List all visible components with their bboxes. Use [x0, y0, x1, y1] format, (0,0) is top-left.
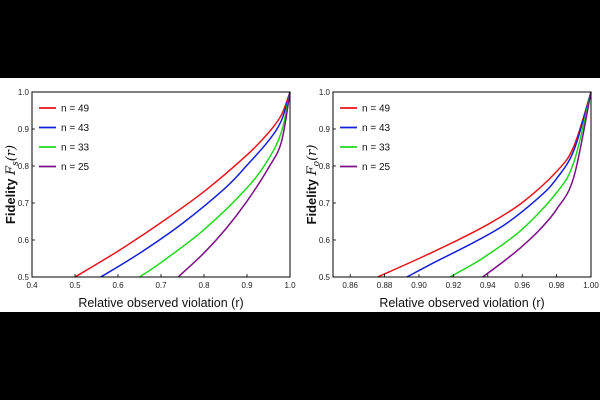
legend-label-left: n = 49 [61, 104, 90, 115]
y-tick-label-right: 1.0 [319, 88, 331, 97]
y-tick-label-left: 1.0 [18, 88, 30, 97]
y-tick-label-right: 0.5 [319, 273, 331, 282]
y-tick-label-right: 0.9 [319, 125, 331, 134]
x-tick-label-left: 0.9 [241, 281, 253, 290]
series-line-right-0 [377, 91, 592, 278]
y-tick-label-left: 0.9 [18, 125, 30, 134]
figure: 0.4 0.5 0.6 0.7 0.8 0.9 1.0 0.5 0.6 0.7 0.8 0.9 1.0 R… [0, 78, 600, 312]
y-tick-label-right: 0.7 [319, 199, 331, 208]
legend-label-left: n = 43 [61, 123, 90, 134]
series-line-left-1 [100, 91, 291, 278]
plot-frame-left [31, 91, 291, 278]
y-axis-label-right: Fidelity Fo(r) [304, 145, 322, 225]
plot-frame-right [332, 91, 592, 278]
x-tick-label-right: 1.00 [583, 281, 599, 290]
y-tick-label-right: 0.6 [319, 236, 331, 245]
x-tick-label-left: 0.4 [26, 281, 38, 290]
y-tick-label-left: 0.8 [18, 162, 30, 171]
legend-label-left: n = 33 [61, 143, 90, 154]
x-tick-label-right: 0.96 [514, 281, 530, 290]
x-tick-label-right: 0.92 [446, 281, 462, 290]
x-tick-label-left: 0.7 [155, 281, 167, 290]
legend-label-right: n = 25 [362, 162, 391, 173]
x-tick-label-right: 0.86 [342, 281, 358, 290]
x-tick-label-right: 0.94 [480, 281, 496, 290]
charts-svg: 0.4 0.5 0.6 0.7 0.8 0.9 1.00.50.60.70.80.91.0R… [3, 88, 599, 310]
chart-left: 0.4 0.5 0.6 0.7 0.8 0.9 1.00.50.60.70.80.91.0R… [3, 88, 296, 310]
legend-label-right: n = 33 [362, 143, 391, 154]
x-tick-label-left: 1.0 [284, 281, 296, 290]
x-tick-label-left: 0.5 [69, 281, 81, 290]
legend-label-right: n = 43 [362, 123, 391, 134]
x-tick-label-right: 0.98 [549, 281, 565, 290]
x-tick-label-left: 0.8 [198, 281, 210, 290]
x-axis-label-right: Relative observed violation (r) [379, 296, 544, 310]
y-tick-label-right: 0.8 [319, 162, 331, 171]
x-tick-label-right: 0.88 [377, 281, 393, 290]
y-tick-label-left: 0.6 [18, 236, 30, 245]
y-tick-label-left: 0.7 [18, 199, 30, 208]
x-tick-label-left: 0.6 [112, 281, 124, 290]
legend-label-right: n = 49 [362, 104, 391, 115]
series-line-right-3 [482, 91, 592, 278]
chart-right: 0.86 0.88 0.90 0.92 0.94 0.96 0.98 1.00 0.5 0.6 0.… [304, 88, 599, 310]
y-axis-label-left: Fidelity Fs(r) [3, 145, 21, 224]
series-line-right-1 [406, 91, 592, 278]
y-tick-label-left: 0.5 [18, 273, 30, 282]
x-axis-label-left: Relative observed violation (r) [78, 296, 243, 310]
series-line-left-0 [74, 91, 291, 278]
legend-label-left: n = 25 [61, 162, 90, 173]
series-line-left-2 [139, 91, 291, 278]
series-line-left-3 [177, 91, 291, 278]
x-tick-label-right: 0.90 [411, 281, 427, 290]
series-line-right-2 [449, 91, 592, 278]
